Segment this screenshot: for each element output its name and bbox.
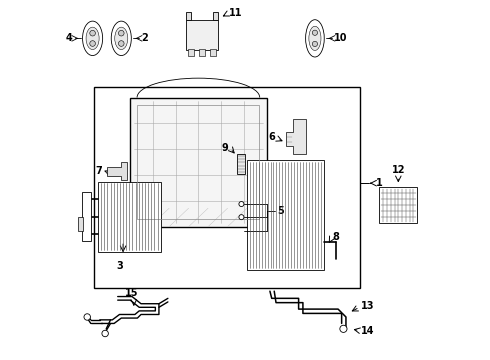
Circle shape bbox=[239, 215, 244, 220]
Circle shape bbox=[239, 202, 244, 207]
Ellipse shape bbox=[309, 26, 321, 50]
Bar bbox=[247, 160, 324, 270]
Text: 7: 7 bbox=[96, 166, 102, 176]
Text: 12: 12 bbox=[392, 165, 405, 175]
Bar bbox=[98, 182, 161, 252]
Text: 8: 8 bbox=[333, 232, 340, 242]
Text: 4: 4 bbox=[66, 33, 73, 43]
Text: 1: 1 bbox=[376, 178, 383, 188]
Circle shape bbox=[84, 314, 91, 320]
Ellipse shape bbox=[82, 21, 102, 55]
Circle shape bbox=[340, 325, 347, 332]
Bar bbox=[213, 12, 218, 19]
Bar bbox=[379, 187, 417, 223]
Bar bbox=[238, 154, 245, 174]
Ellipse shape bbox=[115, 27, 128, 50]
Text: 9: 9 bbox=[222, 143, 228, 153]
Circle shape bbox=[119, 30, 124, 36]
Text: 5: 5 bbox=[277, 206, 284, 216]
Circle shape bbox=[312, 41, 318, 46]
Bar bbox=[210, 49, 216, 57]
Bar bbox=[186, 12, 191, 19]
Text: 10: 10 bbox=[334, 33, 347, 43]
Bar bbox=[188, 49, 194, 57]
Bar bbox=[82, 192, 91, 241]
Polygon shape bbox=[286, 119, 306, 154]
Text: 11: 11 bbox=[229, 8, 243, 18]
Circle shape bbox=[90, 30, 96, 36]
Circle shape bbox=[119, 41, 124, 46]
Bar bbox=[137, 105, 259, 220]
Ellipse shape bbox=[111, 21, 131, 55]
Bar bbox=[130, 98, 267, 226]
Circle shape bbox=[90, 41, 96, 46]
Ellipse shape bbox=[86, 27, 99, 50]
Bar bbox=[186, 19, 218, 50]
Text: 6: 6 bbox=[269, 132, 275, 142]
Text: 3: 3 bbox=[117, 261, 123, 271]
Polygon shape bbox=[107, 162, 126, 180]
Bar bbox=[78, 217, 82, 231]
Circle shape bbox=[102, 330, 108, 337]
Ellipse shape bbox=[306, 20, 324, 57]
Text: 13: 13 bbox=[361, 301, 375, 311]
Circle shape bbox=[312, 30, 318, 35]
Bar bbox=[95, 87, 360, 288]
Text: 14: 14 bbox=[361, 325, 375, 336]
Text: 2: 2 bbox=[141, 33, 148, 43]
Bar bbox=[199, 49, 205, 57]
Text: 15: 15 bbox=[125, 288, 139, 298]
